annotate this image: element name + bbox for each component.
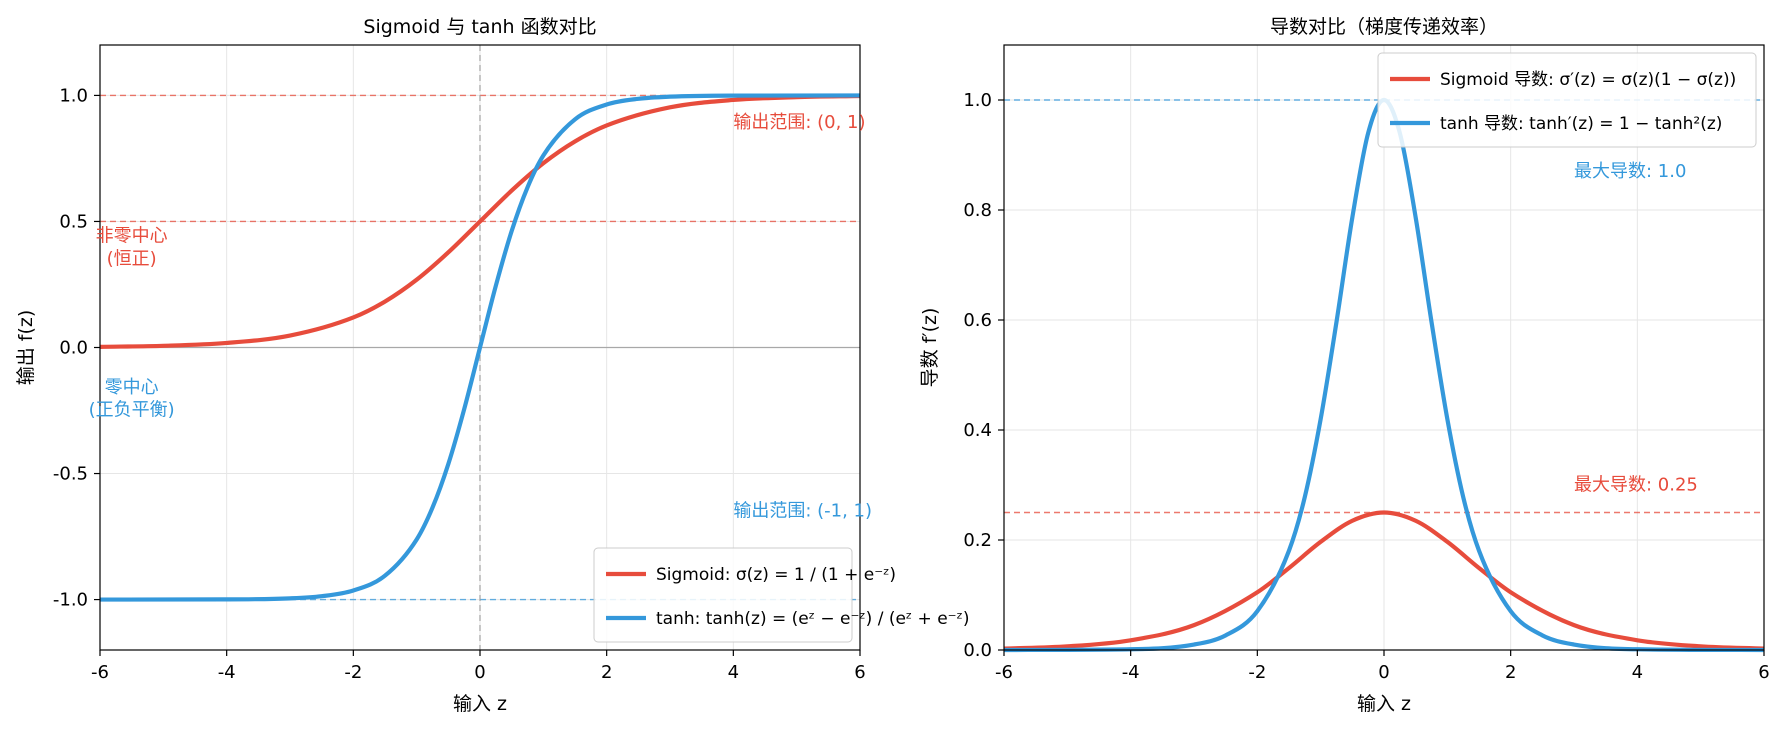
y-tick-label: 0.0 <box>59 338 88 359</box>
x-tick-label: -2 <box>344 662 362 683</box>
x-tick-label: 4 <box>728 662 739 683</box>
legend-box <box>593 547 853 643</box>
legend-left: Sigmoid: σ(z) = 1 / (1 + e⁻ᶻ) tanh: tanh(… <box>593 547 970 643</box>
y-tick-label: 0.2 <box>963 530 992 551</box>
x-tick-label: -2 <box>1248 662 1266 683</box>
y-tick-label: 1.0 <box>59 85 88 106</box>
annotation: 最大导数: 0.25 <box>1574 475 1698 496</box>
panel-right: -6 -4 -2 0 2 4 6 0.0 0.2 0.4 0.6 0.8 1.0 导数对比（梯度传递效率… <box>919 16 1770 715</box>
legend-label: tanh: tanh(z) = (eᶻ − e⁻ᶻ) / (eᶻ + e⁻ᶻ) <box>656 609 970 629</box>
legend-right: Sigmoid 导数: σ′(z) = σ(z)(1 − σ(z)) tanh 导… <box>1377 52 1757 148</box>
legend-label: Sigmoid 导数: σ′(z) = σ(z)(1 − σ(z)) <box>1440 70 1736 90</box>
chart-title-right: 导数对比（梯度传递效率） <box>1270 16 1498 38</box>
y-tick-label: 0.4 <box>963 420 992 441</box>
annotation: (恒正) <box>107 248 157 269</box>
x-tick-label: -6 <box>995 662 1013 683</box>
annotation: (正负平衡) <box>89 400 175 421</box>
y-axis-label-left: 输出 f(z) <box>15 310 37 386</box>
chart-title-left: Sigmoid 与 tanh 函数对比 <box>363 16 596 38</box>
y-tick-label: -1.0 <box>53 590 88 611</box>
x-tick-label: -6 <box>91 662 109 683</box>
x-tick-label: 2 <box>1505 662 1516 683</box>
legend-label: tanh 导数: tanh′(z) = 1 − tanh²(z) <box>1440 114 1722 134</box>
y-tick-label: -0.5 <box>53 464 88 485</box>
x-tick-label: -4 <box>218 662 236 683</box>
x-tick-label: -4 <box>1122 662 1140 683</box>
annotation: 最大导数: 1.0 <box>1574 161 1686 182</box>
x-axis-label-right: 输入 z <box>1357 693 1411 715</box>
annotation: 非零中心 <box>96 226 168 247</box>
annotation: 输出范围: (0, 1) <box>733 112 865 133</box>
x-tick-label: 2 <box>601 662 612 683</box>
y-tick-label: 0.6 <box>963 310 992 331</box>
x-tick-label: 6 <box>1758 662 1769 683</box>
series-line-sigmoid <box>1003 510 1765 651</box>
annotation: 零中心 <box>105 377 159 398</box>
y-tick-label: 0.0 <box>963 640 992 661</box>
y-axis-label-right: 导数 f′(z) <box>919 308 941 388</box>
legend-box <box>1377 52 1757 148</box>
x-tick-label: 0 <box>474 662 485 683</box>
y-tick-label: 1.0 <box>963 90 992 111</box>
x-tick-label: 4 <box>1632 662 1643 683</box>
panel-left: -6 -4 -2 0 2 4 6 -1.0 -0.5 0.0 0.5 1.0 Sigmoid 与 ta… <box>15 16 970 715</box>
series-line-tanh <box>99 93 861 602</box>
x-tick-label: 6 <box>854 662 865 683</box>
legend-label: Sigmoid: σ(z) = 1 / (1 + e⁻ᶻ) <box>656 565 896 585</box>
annotation: 输出范围: (-1, 1) <box>733 500 872 521</box>
y-tick-label: 0.5 <box>59 211 88 232</box>
x-tick-label: 0 <box>1378 662 1389 683</box>
series-line-sigmoid <box>99 93 861 349</box>
y-tick-label: 0.8 <box>963 200 992 221</box>
x-axis-label-left: 输入 z <box>453 693 507 715</box>
